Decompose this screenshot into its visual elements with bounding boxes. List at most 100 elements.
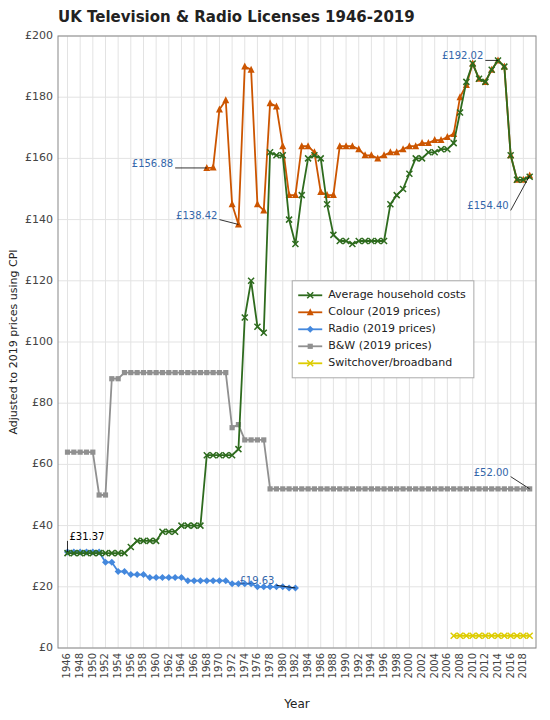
- point: [172, 574, 179, 581]
- point: [362, 486, 367, 491]
- point: [299, 486, 304, 491]
- point: [489, 633, 495, 639]
- point: [419, 486, 424, 491]
- point: [444, 146, 450, 152]
- legend-marker: [307, 308, 314, 315]
- annotation: £154.40: [467, 200, 508, 211]
- point: [229, 580, 236, 587]
- point: [426, 486, 431, 491]
- point: [349, 241, 355, 247]
- series: [451, 633, 533, 639]
- point: [476, 633, 482, 639]
- point: [374, 154, 381, 161]
- x-tick-label: 1992: [353, 653, 364, 678]
- point: [350, 486, 355, 491]
- point: [242, 315, 248, 321]
- point: [83, 549, 90, 556]
- point: [273, 102, 280, 109]
- point: [336, 142, 343, 149]
- point: [476, 75, 483, 82]
- annotation: £156.88: [132, 158, 173, 169]
- title: UK Television & Radio Licenses 1946-2019: [58, 8, 415, 26]
- point: [216, 577, 223, 584]
- point: [160, 370, 165, 375]
- series-line: [68, 60, 530, 553]
- point: [413, 486, 418, 491]
- legend-marker: [308, 344, 313, 349]
- point: [438, 146, 444, 152]
- x-tick-label: 1962: [163, 653, 174, 678]
- legend-label: Average household costs: [328, 288, 466, 301]
- point: [147, 370, 152, 375]
- point: [495, 486, 500, 491]
- legend-label: Radio (2019 prices): [328, 322, 436, 335]
- point: [457, 633, 463, 639]
- point: [495, 633, 501, 639]
- x-tick-label: 1986: [315, 653, 326, 678]
- point: [362, 238, 368, 244]
- point: [451, 633, 457, 639]
- series-line: [68, 373, 530, 495]
- y-tick-label: £200: [25, 29, 53, 42]
- point: [457, 110, 463, 116]
- point: [343, 238, 349, 244]
- point: [217, 370, 222, 375]
- series-line: [207, 60, 530, 224]
- legend-marker: [307, 326, 314, 333]
- point: [393, 148, 400, 155]
- point: [185, 523, 191, 529]
- point: [165, 574, 172, 581]
- point: [89, 549, 96, 556]
- point: [356, 238, 362, 244]
- point: [432, 486, 437, 491]
- x-tick-label: 1978: [264, 653, 275, 678]
- point: [293, 486, 298, 491]
- point: [97, 492, 102, 497]
- point: [222, 577, 229, 584]
- series-line: [68, 552, 296, 588]
- x-tick-label: 1948: [74, 653, 85, 678]
- point: [508, 633, 514, 639]
- x-tick-label: 1950: [87, 653, 98, 678]
- point: [260, 206, 267, 213]
- point: [254, 324, 260, 330]
- x-tick-label: 2004: [429, 653, 440, 678]
- point: [337, 486, 342, 491]
- point: [514, 177, 520, 183]
- point: [184, 577, 191, 584]
- point: [501, 633, 507, 639]
- point: [197, 523, 203, 529]
- point: [273, 152, 279, 158]
- legend-frame: [292, 281, 474, 378]
- point: [103, 492, 108, 497]
- x-tick-label: 1984: [302, 653, 313, 678]
- point: [90, 450, 95, 455]
- point: [387, 148, 394, 155]
- plot-area: [64, 56, 533, 638]
- y-tick-label: £40: [32, 519, 53, 532]
- axes: 1946194819501952195419561958196019621964…: [25, 29, 536, 678]
- point: [140, 571, 147, 578]
- point: [400, 486, 405, 491]
- point: [267, 99, 274, 106]
- x-tick-label: 2012: [479, 653, 490, 678]
- point: [444, 133, 451, 140]
- series: [64, 549, 299, 592]
- point: [248, 66, 255, 73]
- point: [65, 450, 70, 455]
- x-tick-label: 1972: [226, 653, 237, 678]
- point: [520, 633, 526, 639]
- x-tick-label: 1966: [188, 653, 199, 678]
- annotation-line: [175, 167, 207, 168]
- y-tick-label: £140: [25, 213, 53, 226]
- point: [77, 549, 84, 556]
- point: [425, 139, 432, 146]
- point: [77, 550, 83, 556]
- annotation-line: [511, 477, 530, 489]
- y-grid-line: [58, 464, 536, 465]
- y-tick-label: £80: [32, 396, 53, 409]
- point: [451, 486, 456, 491]
- point: [216, 105, 223, 112]
- point: [470, 61, 476, 67]
- point: [381, 151, 388, 158]
